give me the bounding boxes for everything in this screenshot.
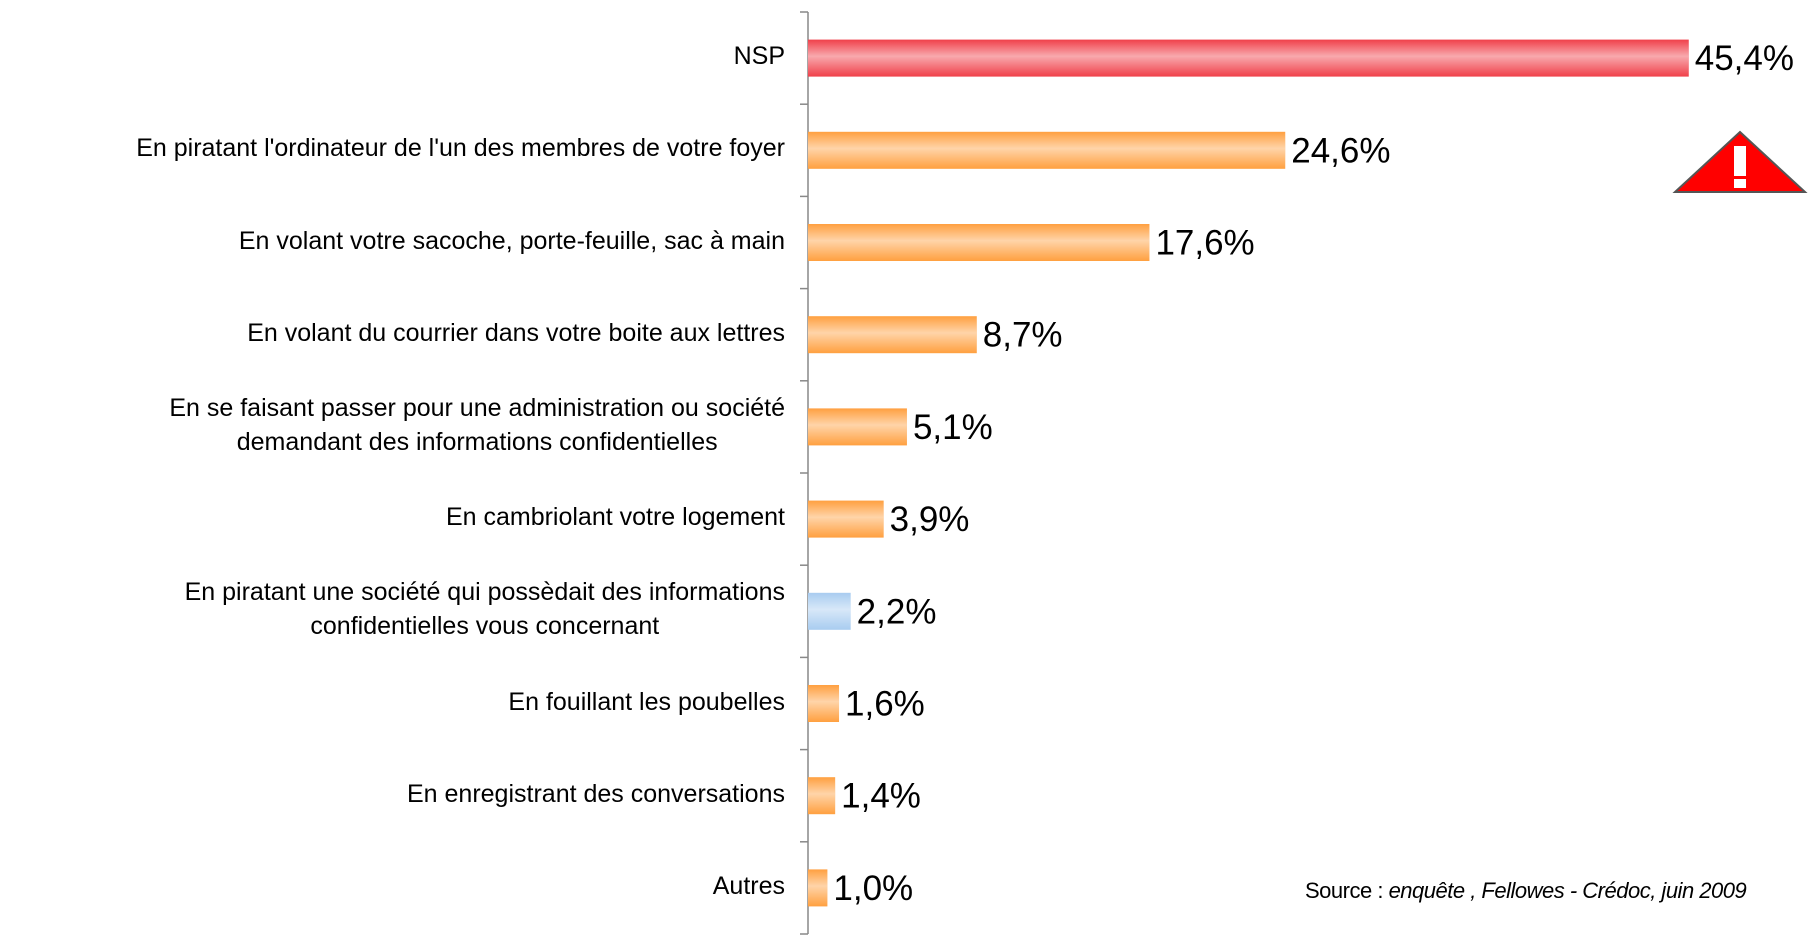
category-label: En se faisant passer pour une administra… bbox=[169, 393, 785, 456]
bar-shine bbox=[808, 869, 828, 907]
category-label: En cambriolant votre logement bbox=[445, 503, 785, 532]
source-text: enquête , Fellowes - Crédoc, juin 2009 bbox=[1388, 878, 1747, 903]
bar-shine bbox=[808, 131, 1286, 169]
source-label: Source : bbox=[1305, 878, 1383, 903]
category-label: En piratant une société qui possèdait de… bbox=[184, 578, 785, 641]
value-label: 17,6% bbox=[1155, 224, 1254, 263]
source: Source : enquête , Fellowes - Crédoc, ju… bbox=[1305, 878, 1747, 904]
category-label: Autres bbox=[712, 871, 785, 900]
value-label: 3,9% bbox=[890, 500, 970, 539]
category-label: En volant votre sacoche, porte-feuille, … bbox=[238, 226, 785, 255]
value-label: 5,1% bbox=[913, 408, 993, 447]
bar-shine bbox=[808, 408, 907, 446]
bar-shine bbox=[808, 500, 884, 538]
bar-shine bbox=[808, 777, 836, 815]
value-label: 1,0% bbox=[833, 869, 913, 908]
category-label: NSP bbox=[733, 42, 785, 71]
value-label: 24,6% bbox=[1291, 131, 1390, 170]
category-label: En fouillant les poubelles bbox=[508, 687, 785, 716]
bar-shine bbox=[808, 592, 851, 630]
value-label: 2,2% bbox=[857, 592, 937, 631]
bar-shine bbox=[808, 685, 840, 722]
value-label: 1,4% bbox=[841, 777, 921, 816]
category-label: En volant du courrier dans votre boite a… bbox=[247, 318, 785, 347]
category-label: En enregistrant des conversations bbox=[407, 779, 785, 808]
bar-shine bbox=[808, 39, 1689, 77]
value-label: 8,7% bbox=[983, 316, 1063, 355]
category-label: En piratant l'ordinateur de l'un des mem… bbox=[136, 134, 785, 163]
value-label: 1,6% bbox=[845, 685, 925, 724]
value-label: 45,4% bbox=[1695, 39, 1794, 78]
warning-icon bbox=[1672, 130, 1808, 193]
bar-shine bbox=[808, 316, 977, 354]
bar-shine bbox=[808, 224, 1150, 261]
